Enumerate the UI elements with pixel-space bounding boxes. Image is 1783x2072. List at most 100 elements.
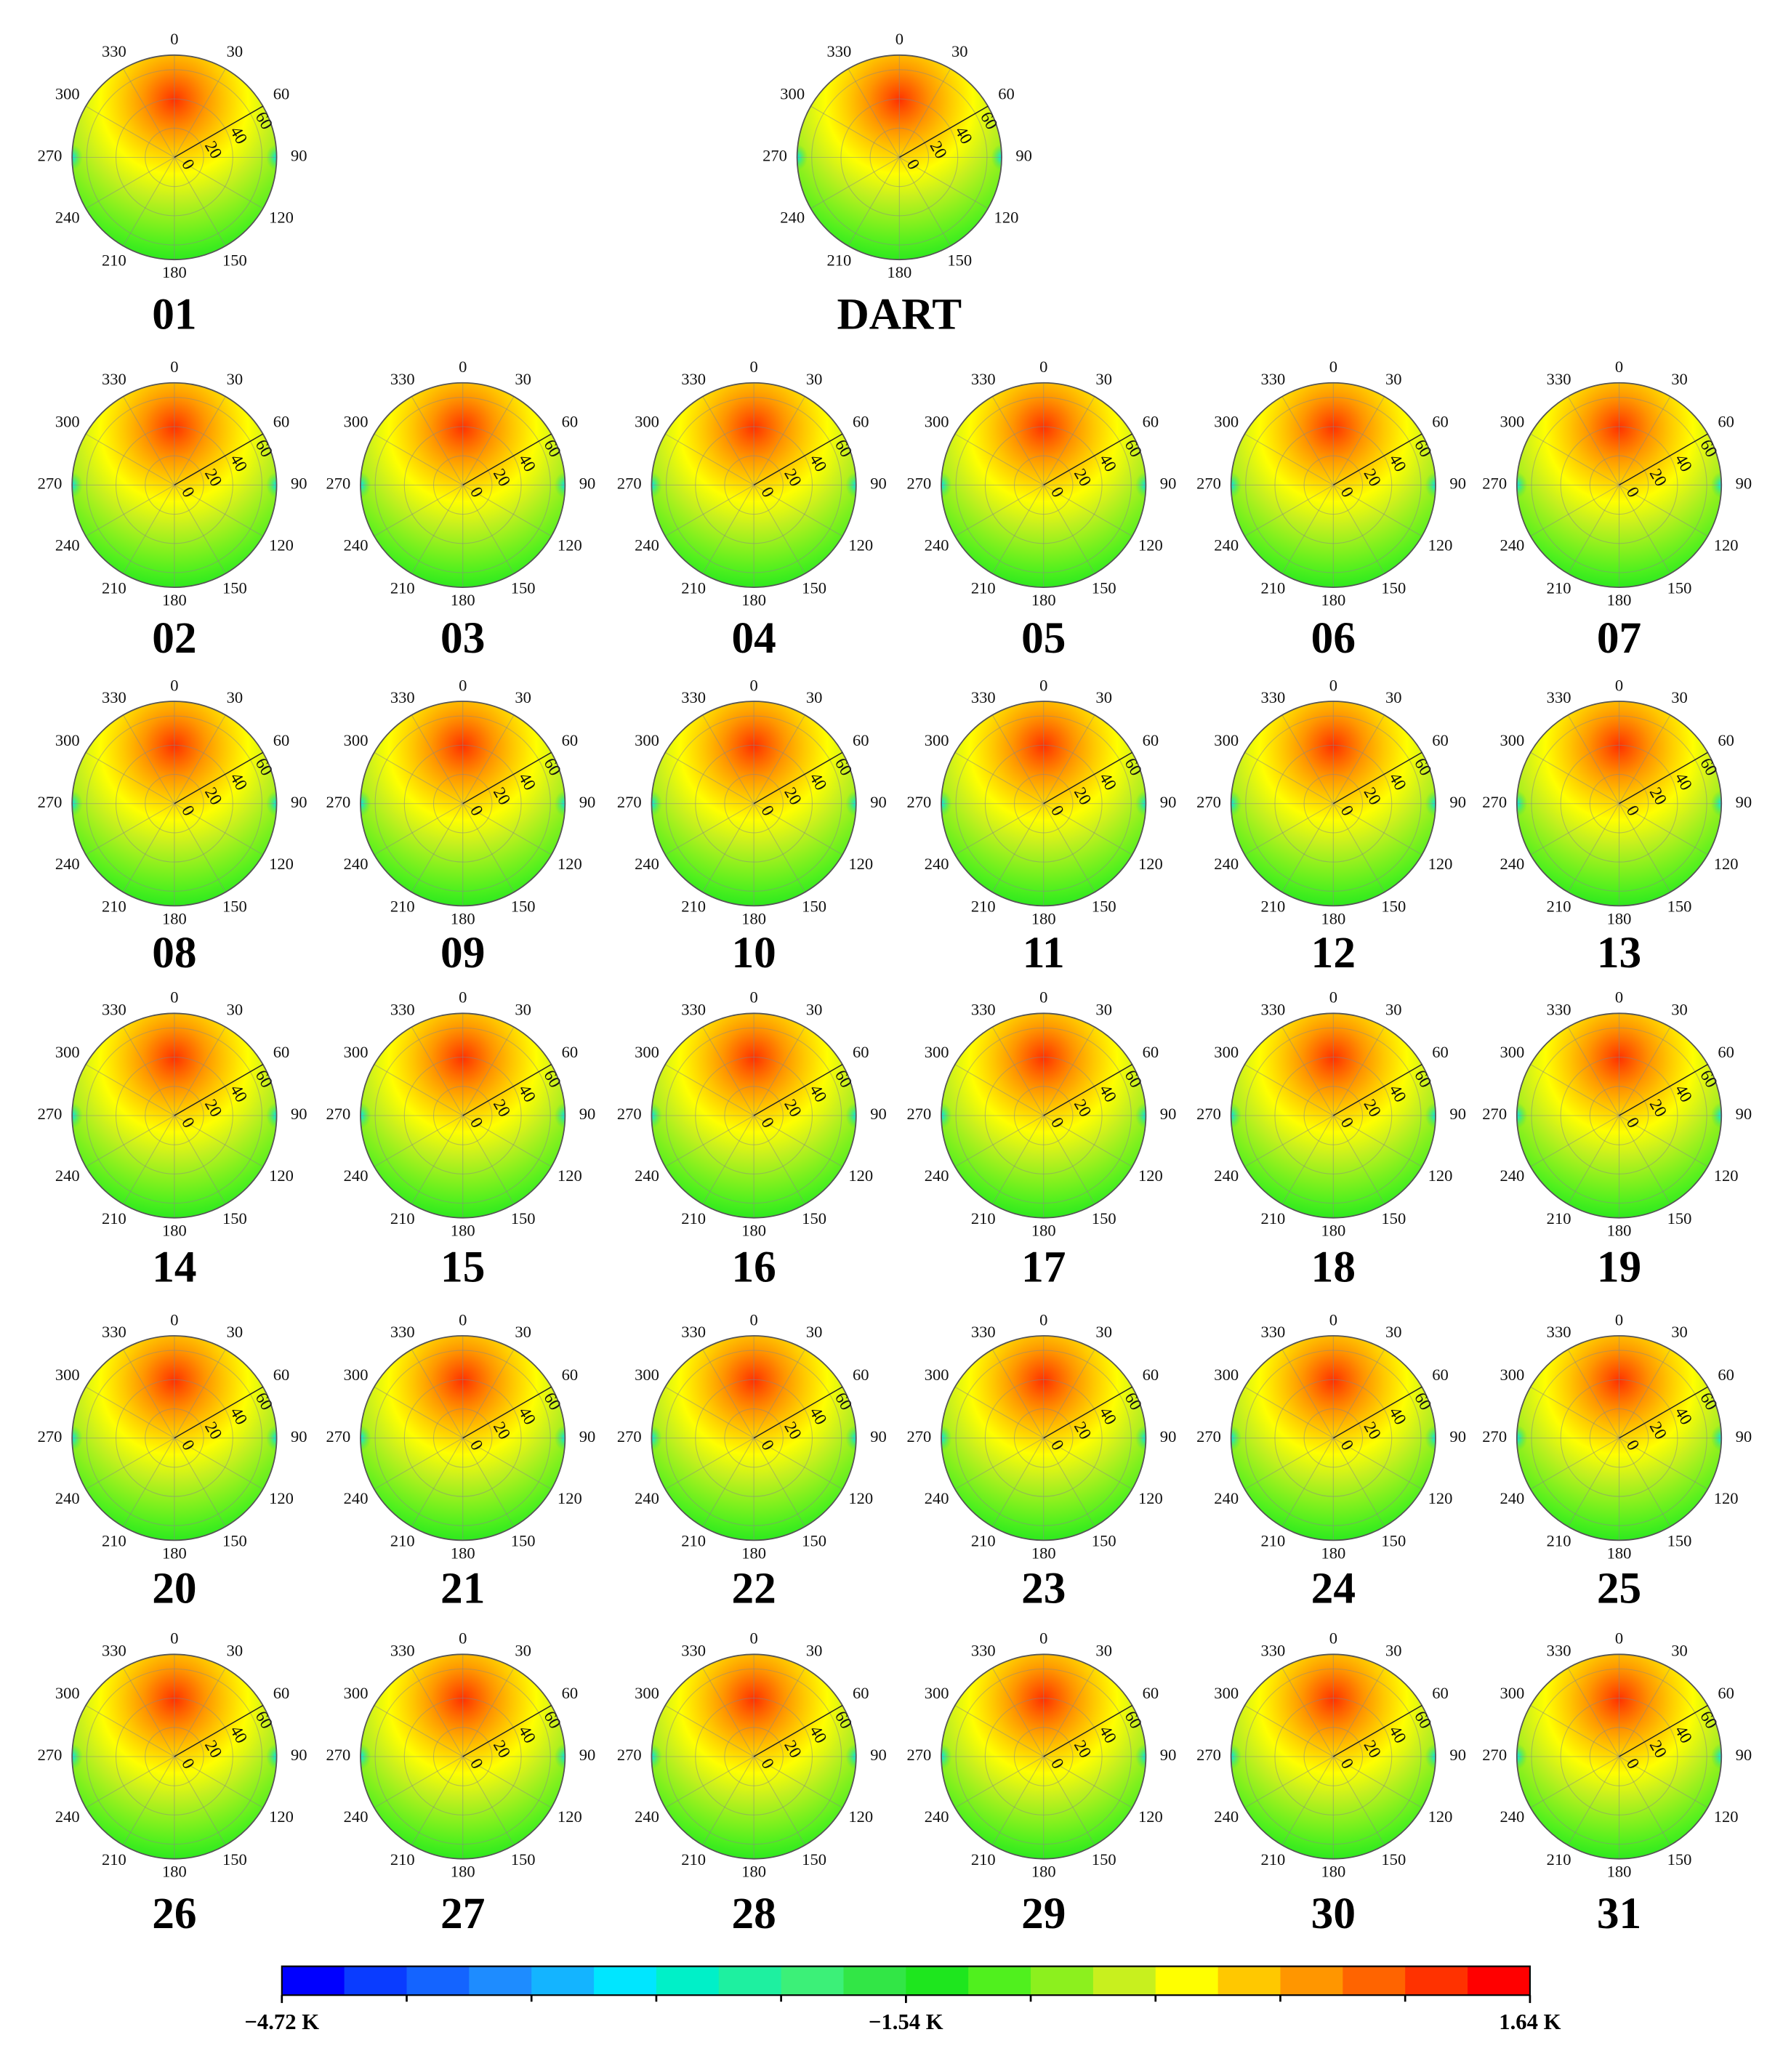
polar-spoke [1530, 1115, 1619, 1167]
angle-label: 180 [162, 909, 187, 927]
angle-label: 210 [390, 1209, 415, 1228]
angle-label: 180 [1321, 1222, 1345, 1240]
polar-spoke [1567, 1756, 1620, 1846]
angle-label: 210 [1260, 1209, 1285, 1228]
angle-label: 300 [925, 1043, 949, 1061]
polar-spoke [954, 1705, 1044, 1757]
polar-spoke [1619, 1667, 1671, 1757]
angle-label: 30 [1385, 370, 1402, 388]
polar-spoke [374, 1064, 463, 1116]
angle-label: 240 [1214, 1166, 1239, 1185]
panel-label: 06 [1311, 613, 1356, 663]
polar-spoke [1530, 1756, 1619, 1808]
angle-label: 240 [1214, 855, 1239, 873]
polar-spoke [1332, 714, 1385, 804]
polar-frame [1230, 1012, 1436, 1219]
polar-spoke [123, 1756, 175, 1846]
angle-label: 210 [102, 898, 126, 916]
polar-spoke [1567, 1115, 1620, 1205]
radial-axis [898, 105, 989, 158]
polar-spoke [702, 714, 754, 804]
angle-label: 120 [269, 209, 294, 227]
field-edge [1516, 1743, 1528, 1770]
angle-label: 60 [853, 1043, 869, 1061]
angle-label: 300 [344, 1684, 369, 1702]
angle-label: 270 [1482, 1427, 1507, 1446]
field-edge [361, 790, 371, 817]
angle-label: 180 [1321, 1863, 1345, 1881]
polar-spoke [411, 1115, 464, 1205]
panel-label: 07 [1597, 613, 1641, 663]
angle-label: 30 [1095, 1323, 1112, 1341]
angle-label: 270 [326, 475, 350, 493]
angle-label: 210 [1547, 579, 1571, 597]
polar-spoke [1619, 1115, 1708, 1167]
angle-label: 0 [170, 30, 178, 48]
angle-label: 60 [1432, 1366, 1449, 1384]
polar-spoke [411, 485, 464, 574]
polar-spoke [123, 485, 175, 574]
field-edge [266, 1424, 277, 1451]
polar-spoke [374, 484, 463, 537]
angle-label: 0 [1615, 358, 1623, 376]
field-edge [1710, 472, 1722, 499]
field-edge [266, 790, 277, 817]
angle-label: 30 [515, 688, 531, 706]
polar-spoke [665, 1705, 754, 1757]
polar-spoke [1567, 1026, 1620, 1116]
angle-label: 120 [558, 1807, 582, 1826]
colorbar-cell [469, 1966, 532, 1996]
angle-label: 0 [1039, 676, 1047, 694]
angle-label: 240 [344, 1807, 369, 1826]
panel-label: 10 [731, 928, 776, 977]
polar-spoke [174, 396, 226, 485]
angle-label: 270 [906, 793, 931, 811]
angle-label: 180 [741, 591, 766, 609]
radial-axis [462, 751, 552, 805]
field-edge [554, 790, 566, 817]
polar-spoke [1567, 396, 1620, 485]
polar-spoke [1244, 1064, 1334, 1116]
radial-axis [1332, 433, 1422, 486]
angle-label: 150 [222, 1532, 247, 1550]
field-edge [266, 472, 277, 499]
polar-spoke [954, 1115, 1044, 1167]
angle-label: 300 [635, 1043, 659, 1061]
angle-label: 180 [741, 1544, 766, 1562]
angle-label: 0 [895, 30, 903, 48]
field-edge [651, 1743, 662, 1770]
radial-axis [1332, 1705, 1422, 1757]
angle-label: 150 [222, 1850, 247, 1869]
angle-label: 30 [1095, 370, 1112, 388]
polar-spoke [991, 1026, 1045, 1116]
angle-label: 330 [681, 370, 706, 388]
angle-label: 150 [1092, 579, 1116, 597]
polar-frame [71, 1012, 278, 1219]
angle-label: 0 [749, 988, 757, 1007]
angle-label: 210 [1260, 579, 1285, 597]
angle-label: 210 [102, 251, 126, 269]
angle-label: 240 [925, 855, 949, 873]
field-edge [1231, 1743, 1242, 1770]
angle-label: 240 [55, 1489, 80, 1507]
polar-spoke [1244, 1756, 1334, 1808]
angle-label: 330 [971, 1641, 996, 1659]
angle-label: 300 [1500, 1366, 1525, 1384]
angle-label: 180 [1607, 1544, 1632, 1562]
polar-spoke [1619, 1438, 1671, 1527]
angle-label: 120 [1714, 1489, 1739, 1507]
field-edge [72, 1102, 83, 1129]
angle-label: 300 [925, 1366, 949, 1384]
polar-spoke [123, 1667, 175, 1757]
polar-spoke [1619, 485, 1671, 574]
polar-spoke [174, 1349, 226, 1438]
angle-label: 90 [1449, 1746, 1466, 1764]
